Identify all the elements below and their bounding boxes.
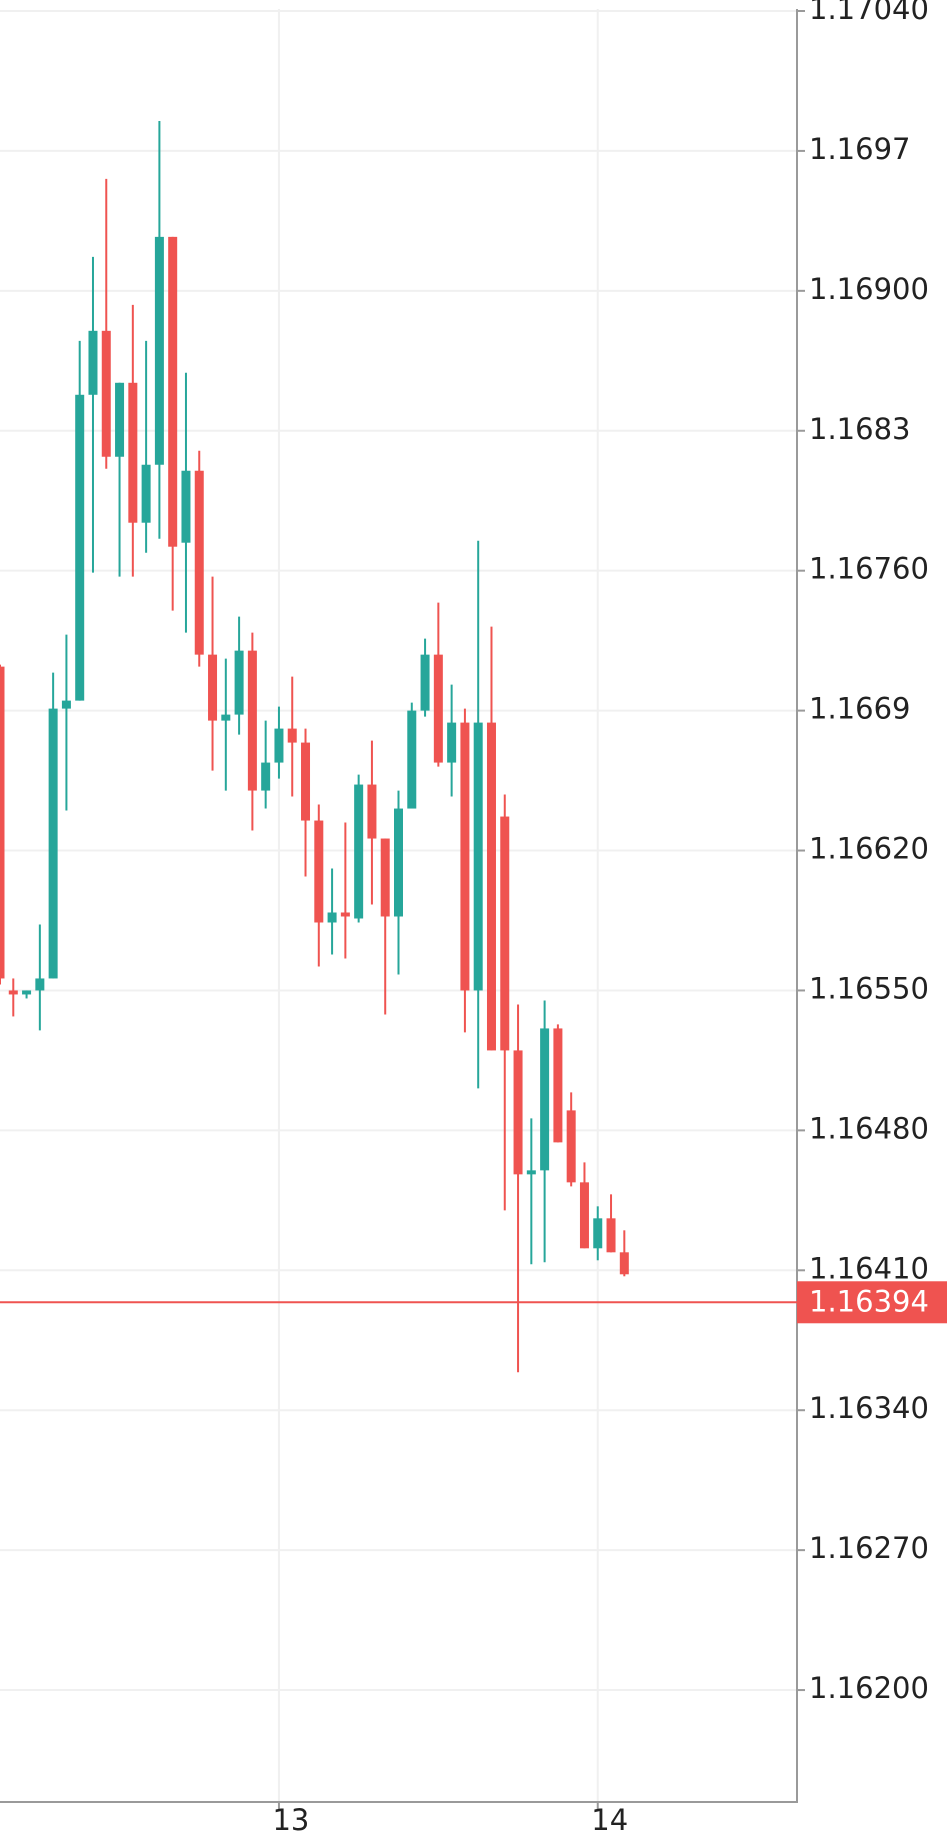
y-tick-label: 1.16270 bbox=[809, 1531, 929, 1565]
y-tick-label: 1.16410 bbox=[809, 1251, 929, 1285]
y-tick-label: 1.1697 bbox=[809, 132, 910, 166]
candle-body bbox=[553, 1028, 563, 1143]
candle-body bbox=[500, 816, 510, 1051]
candle-body bbox=[420, 654, 430, 711]
candle-body bbox=[128, 382, 138, 523]
candle-body bbox=[460, 722, 470, 991]
candle-body bbox=[181, 470, 191, 543]
candle-body bbox=[606, 1218, 616, 1253]
candle-body bbox=[61, 700, 71, 709]
candle-body bbox=[115, 382, 125, 457]
candle-body bbox=[8, 990, 18, 995]
candle-body bbox=[447, 722, 457, 763]
candle-body bbox=[274, 728, 284, 763]
candle-body bbox=[154, 236, 164, 465]
y-tick-label: 1.16340 bbox=[809, 1391, 929, 1425]
candle-body bbox=[433, 654, 443, 763]
candle-body bbox=[394, 808, 403, 917]
y-tick-label: 1.16200 bbox=[809, 1671, 929, 1705]
candle-body bbox=[75, 394, 85, 701]
y-tick-label: 1.16900 bbox=[809, 272, 929, 306]
candle-body bbox=[473, 722, 483, 991]
candle-body bbox=[48, 708, 58, 979]
last-price-box bbox=[797, 1281, 947, 1324]
last-price-label: 1.16394 bbox=[809, 1284, 929, 1318]
candle-body bbox=[380, 838, 390, 917]
candle-body bbox=[22, 990, 32, 995]
candle-body bbox=[168, 236, 178, 547]
candle-body bbox=[579, 1182, 589, 1249]
candle-body bbox=[314, 820, 324, 923]
candle-body bbox=[566, 1110, 576, 1183]
candle-body bbox=[593, 1218, 603, 1249]
y-tick-label: 1.16620 bbox=[809, 832, 929, 866]
candle-body bbox=[367, 784, 377, 839]
candle-body bbox=[247, 650, 257, 791]
candle-body bbox=[194, 470, 204, 655]
candle-body bbox=[208, 654, 218, 721]
y-tick-label: 1.1669 bbox=[809, 692, 910, 726]
candle-body bbox=[340, 912, 350, 917]
x-tick-label: 14 bbox=[591, 1803, 628, 1835]
candle-body bbox=[513, 1050, 523, 1175]
candle-body bbox=[540, 1028, 550, 1171]
candle-body bbox=[101, 330, 111, 457]
candle-body bbox=[261, 762, 271, 791]
candle-body bbox=[0, 666, 5, 979]
y-tick-label: 1.16760 bbox=[809, 552, 929, 586]
candle-body bbox=[526, 1170, 536, 1175]
x-tick-label: 13 bbox=[272, 1803, 309, 1835]
candle-body bbox=[619, 1252, 629, 1275]
candle-body bbox=[486, 722, 496, 1051]
candle-body bbox=[221, 714, 231, 721]
y-tick-label: 1.17040 bbox=[809, 0, 929, 26]
candle-body bbox=[287, 728, 297, 743]
candle-body bbox=[354, 784, 364, 919]
candle-body bbox=[141, 464, 151, 523]
candle-body bbox=[301, 742, 311, 821]
y-tick-label: 1.1683 bbox=[809, 412, 910, 446]
candle-body bbox=[234, 650, 244, 715]
y-tick-label: 1.16480 bbox=[809, 1111, 929, 1145]
candle-body bbox=[407, 710, 417, 809]
candle-body bbox=[88, 330, 98, 395]
y-tick-label: 1.16550 bbox=[809, 971, 929, 1005]
candle-body bbox=[35, 978, 45, 991]
candle-body bbox=[327, 912, 337, 923]
